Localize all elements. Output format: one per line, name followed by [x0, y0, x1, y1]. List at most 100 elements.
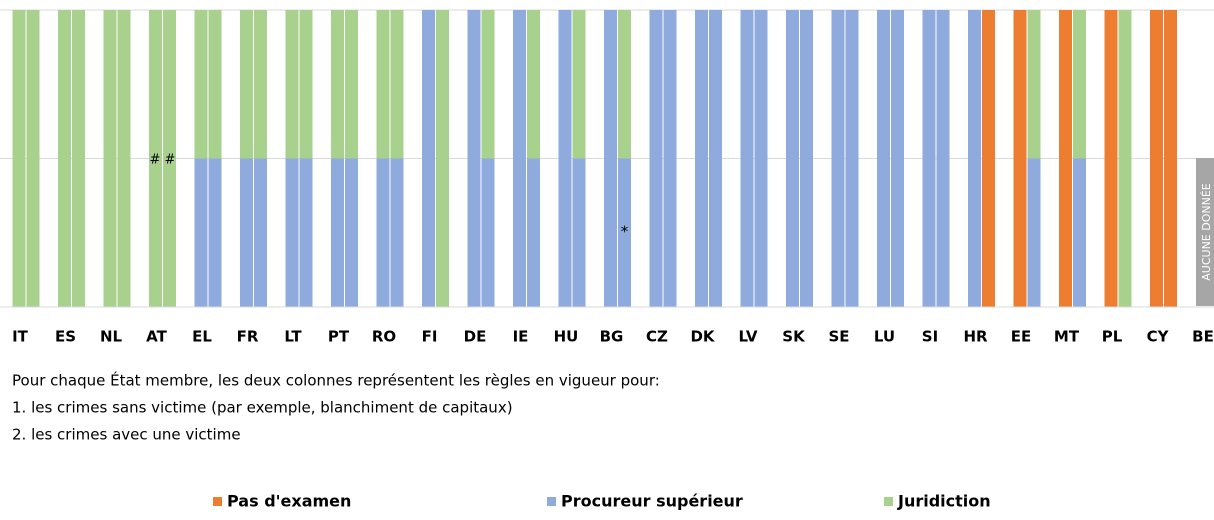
bar-segment [117, 10, 131, 307]
note: Pour chaque État membre, les deux colonn… [12, 371, 660, 390]
bar-segment [390, 158, 404, 307]
bar-segment [194, 158, 208, 307]
x-tick-label: FR [237, 328, 259, 346]
bar-segment [754, 10, 768, 307]
bar-segment [558, 10, 572, 307]
bar-segment [467, 10, 481, 307]
bar-segment [299, 10, 313, 159]
x-tick-label: SE [828, 328, 849, 346]
bar-segment [649, 10, 663, 307]
bar-segment [481, 10, 495, 159]
bar-segment [254, 158, 267, 307]
legend-label: Juridiction [897, 492, 991, 511]
bar-segment [481, 158, 495, 307]
bar-segment [331, 158, 344, 307]
bar-segment [1027, 158, 1041, 307]
x-tick-label: SK [782, 328, 806, 346]
bar-segment [922, 10, 936, 307]
x-tick-label: SI [922, 328, 938, 346]
annotation: AUCUNE DONNÉE [1200, 183, 1213, 281]
bar-segment [572, 158, 586, 307]
bar-segment [285, 10, 299, 159]
bar-segment [345, 158, 358, 307]
bar-segment [345, 10, 358, 159]
bar-segment [786, 10, 799, 307]
bar-segment [831, 10, 845, 307]
bar-segment [194, 10, 208, 159]
bar-segment [58, 10, 71, 307]
bar-segment [513, 10, 526, 307]
bar-segment [1104, 10, 1118, 307]
legend-swatch [547, 497, 556, 506]
x-tick-label: IT [12, 328, 29, 346]
x-tick-label: EE [1011, 328, 1032, 346]
bar-segment [285, 158, 299, 307]
annotation: * [621, 223, 629, 241]
x-tick-label: MT [1054, 328, 1080, 346]
x-tick-label: AT [146, 328, 167, 346]
bar-segment [740, 10, 754, 307]
bar-segment [936, 10, 950, 307]
x-tick-label: LU [874, 328, 895, 346]
legend-swatch [884, 497, 893, 506]
x-tick-label: HU [554, 328, 579, 346]
x-tick-label: DE [464, 328, 487, 346]
bar-segment [618, 158, 631, 307]
bar-segment [163, 10, 176, 307]
bar-segment [331, 10, 344, 159]
x-tick-label: CZ [646, 328, 668, 346]
x-tick-label: ES [55, 328, 76, 346]
x-tick-label: LT [284, 328, 302, 346]
bar-segment [968, 10, 981, 307]
x-tick-label: DK [690, 328, 715, 346]
legend-label: Pas d'examen [227, 492, 351, 511]
bar-segment [1013, 10, 1027, 307]
no-data-box [1196, 158, 1214, 306]
bar-segment [26, 10, 40, 307]
x-tick-label: EL [192, 328, 212, 346]
bar-segment [877, 10, 890, 307]
note: 2. les crimes avec une victime [12, 426, 241, 444]
bar-segment [709, 10, 722, 307]
bar-segment [1164, 10, 1177, 307]
bar-segment [376, 158, 390, 307]
annotation: # # [150, 153, 176, 168]
bar-segment [240, 158, 253, 307]
bar-segment [1027, 10, 1041, 159]
x-tick-label: BG [600, 328, 624, 346]
bar-segment [663, 10, 677, 307]
bar-segment [299, 158, 313, 307]
bar-segment [1059, 10, 1072, 307]
bar-segment [604, 10, 617, 307]
note: 1. les crimes sans victime (par exemple,… [12, 399, 513, 417]
bar-segment [103, 10, 117, 307]
bar-segment [695, 10, 708, 307]
bar-segment [208, 158, 222, 307]
bar-segment [208, 10, 222, 159]
bar-segment [982, 10, 995, 307]
bar-segment [1150, 10, 1163, 307]
x-tick-label: BE [1192, 328, 1214, 346]
bar-segment [12, 10, 26, 307]
legend-swatch [213, 497, 222, 506]
bar-segment [240, 10, 253, 159]
legend-label: Procureur supérieur [561, 492, 743, 511]
bar-segment [891, 10, 904, 307]
bar-segment [618, 10, 631, 159]
bar-segment [527, 158, 540, 307]
bar-segment [254, 10, 267, 159]
x-tick-label: RO [372, 328, 396, 346]
bar-segment [1073, 158, 1086, 307]
x-tick-label: PT [328, 328, 350, 346]
bar-segment [149, 10, 162, 307]
bar-segment [436, 10, 449, 307]
bar-segment [390, 10, 404, 159]
bar-segment [845, 10, 859, 307]
x-tick-label: LV [738, 328, 757, 346]
bar-segment [72, 10, 85, 307]
x-tick-label: PL [1102, 328, 1123, 346]
bar-segment [1118, 10, 1132, 307]
bar-segment [376, 10, 390, 159]
bar-segment [422, 10, 435, 307]
